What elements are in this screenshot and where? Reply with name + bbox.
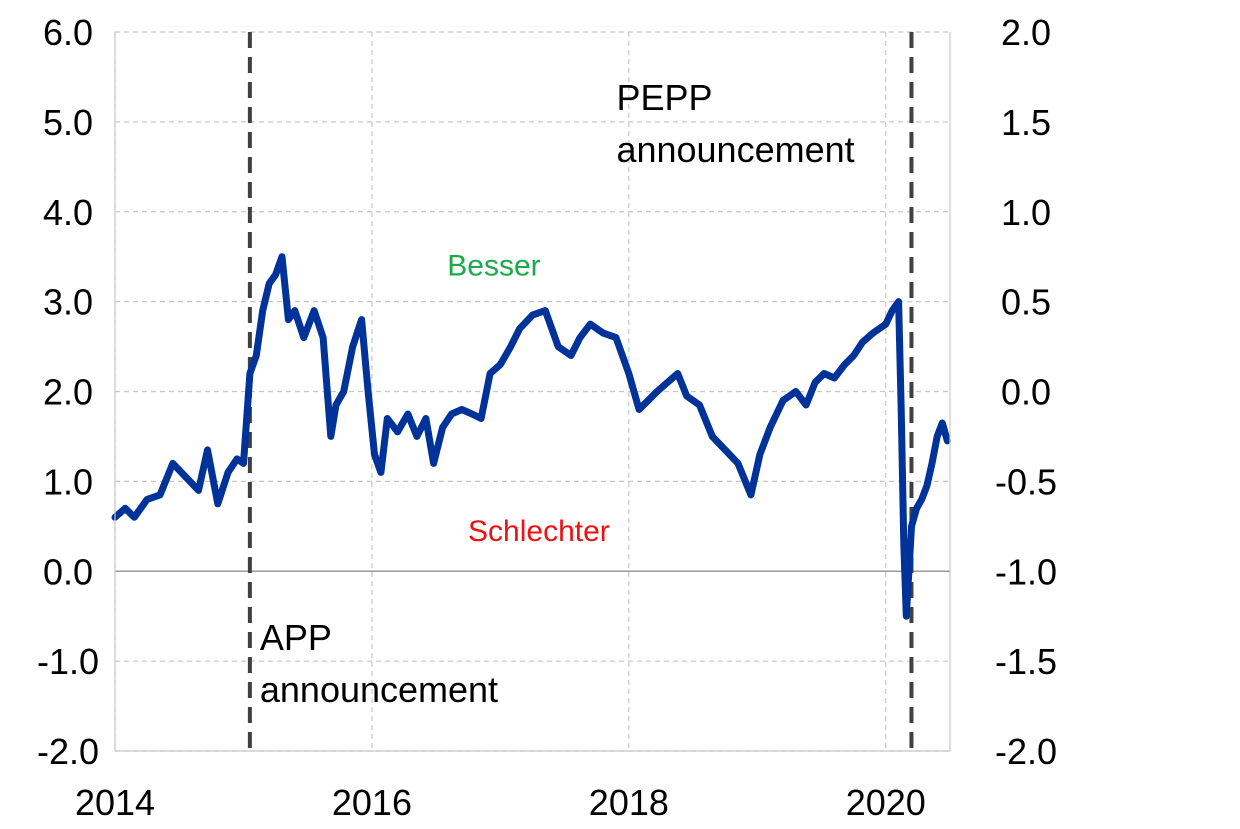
right-tick-label: 2.0 bbox=[1001, 12, 1051, 53]
event-label-0-line-0: APP bbox=[260, 617, 332, 658]
right-tick-label: -1.0 bbox=[995, 551, 1057, 592]
right-tick-label: -1.5 bbox=[995, 641, 1057, 682]
left-tick-label: 2.0 bbox=[43, 372, 93, 413]
right-tick-label: 0.5 bbox=[1001, 282, 1051, 323]
left-tick-label: -1.0 bbox=[37, 641, 99, 682]
left-tick-label: 1.0 bbox=[43, 461, 93, 502]
x-tick-label: 2016 bbox=[332, 782, 412, 823]
left-tick-label: 4.0 bbox=[43, 192, 93, 233]
left-tick-label: 5.0 bbox=[43, 102, 93, 143]
gridlines bbox=[114, 31, 950, 752]
right-tick-label: -0.5 bbox=[995, 461, 1057, 502]
event-label-0-line-1: announcement bbox=[260, 669, 498, 710]
series-group bbox=[111, 253, 951, 620]
right-tick-label: -2.0 bbox=[995, 731, 1057, 772]
annotations: APP announcement PEPP announcement Besser Sch… bbox=[260, 77, 855, 710]
event-label-1-line-1: announcement bbox=[616, 129, 854, 170]
right-tick-label: 1.5 bbox=[1001, 102, 1051, 143]
left-tick-label: 3.0 bbox=[43, 282, 93, 323]
region-label-bad: Schlechter bbox=[468, 515, 610, 548]
x-tick-label: 2014 bbox=[75, 782, 155, 823]
x-tick-label: 2018 bbox=[589, 782, 669, 823]
x-tick-label: 2020 bbox=[846, 782, 926, 823]
region-label-good: Besser bbox=[447, 250, 540, 283]
right-tick-label: 1.0 bbox=[1001, 192, 1051, 233]
series-line-0 bbox=[111, 253, 951, 620]
left-tick-label: -2.0 bbox=[37, 731, 99, 772]
left-tick-label: 6.0 bbox=[43, 12, 93, 53]
left-tick-label: 0.0 bbox=[43, 551, 93, 592]
tick-labels: 6.0 5.0 4.0 3.0 2.0 1.0 0.0 -1.0 -2.0 2.0 1.5 1.0 0.… bbox=[37, 12, 1057, 823]
event-label-1-line-0: PEPP bbox=[616, 77, 712, 118]
right-tick-label: 0.0 bbox=[1001, 372, 1051, 413]
plot-frame-group bbox=[114, 32, 951, 752]
